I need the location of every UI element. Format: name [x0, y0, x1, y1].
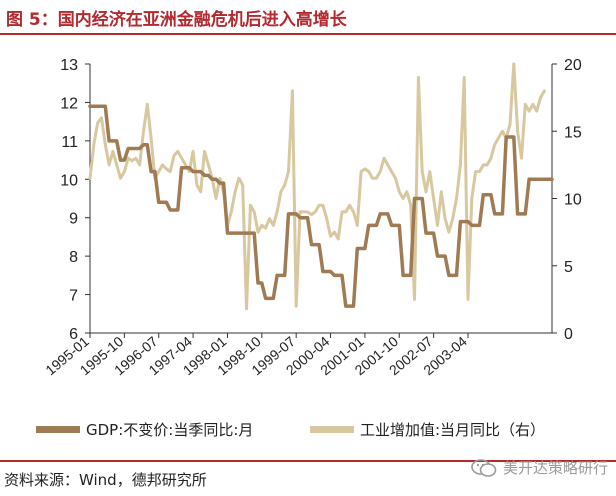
right-tick-label: 10 [564, 192, 582, 209]
left-tick-label: 10 [60, 172, 78, 189]
left-tick-label: 12 [60, 95, 78, 112]
right-tick-label: 0 [564, 326, 573, 343]
legend-ip-label: 工业增加值:当月同比（右） [360, 420, 546, 439]
legend-gdp: GDP:不变价:当季同比:月 [36, 417, 253, 441]
legend-ip: 工业增加值:当月同比（右） [310, 417, 545, 441]
left-tick-label: 8 [69, 249, 78, 266]
source-note: 资料来源：Wind，德邦研究所 [4, 471, 207, 489]
chart: 678910111213051015201995-011995-101996-0… [42, 57, 582, 378]
chart-title: 图 5：国内经济在亚洲金融危机后进入高增长 [6, 10, 347, 30]
title-divider [0, 33, 616, 35]
left-tick-label: 9 [69, 211, 78, 228]
legend-gdp-swatch [36, 425, 80, 433]
legend-ip-swatch [310, 425, 354, 433]
right-tick-label: 20 [564, 57, 582, 74]
wechat-icon [471, 458, 497, 477]
ip-series-line [88, 62, 546, 311]
left-tick-label: 7 [69, 288, 78, 305]
watermark-text: 美开达策略研行 [502, 459, 608, 477]
footer-divider [0, 460, 616, 462]
watermark: 美开达策略研行 [471, 457, 608, 478]
left-tick-label: 11 [61, 134, 78, 151]
legend-gdp-label: GDP:不变价:当季同比:月 [86, 420, 254, 439]
right-tick-label: 5 [564, 259, 573, 276]
left-tick-label: 13 [60, 57, 78, 74]
gdp-series-line [88, 104, 554, 308]
left-tick-label: 6 [69, 326, 78, 343]
right-tick-label: 15 [564, 124, 582, 141]
title-bar: 图 5：国内经济在亚洲金融危机后进入高增长 [0, 0, 616, 35]
